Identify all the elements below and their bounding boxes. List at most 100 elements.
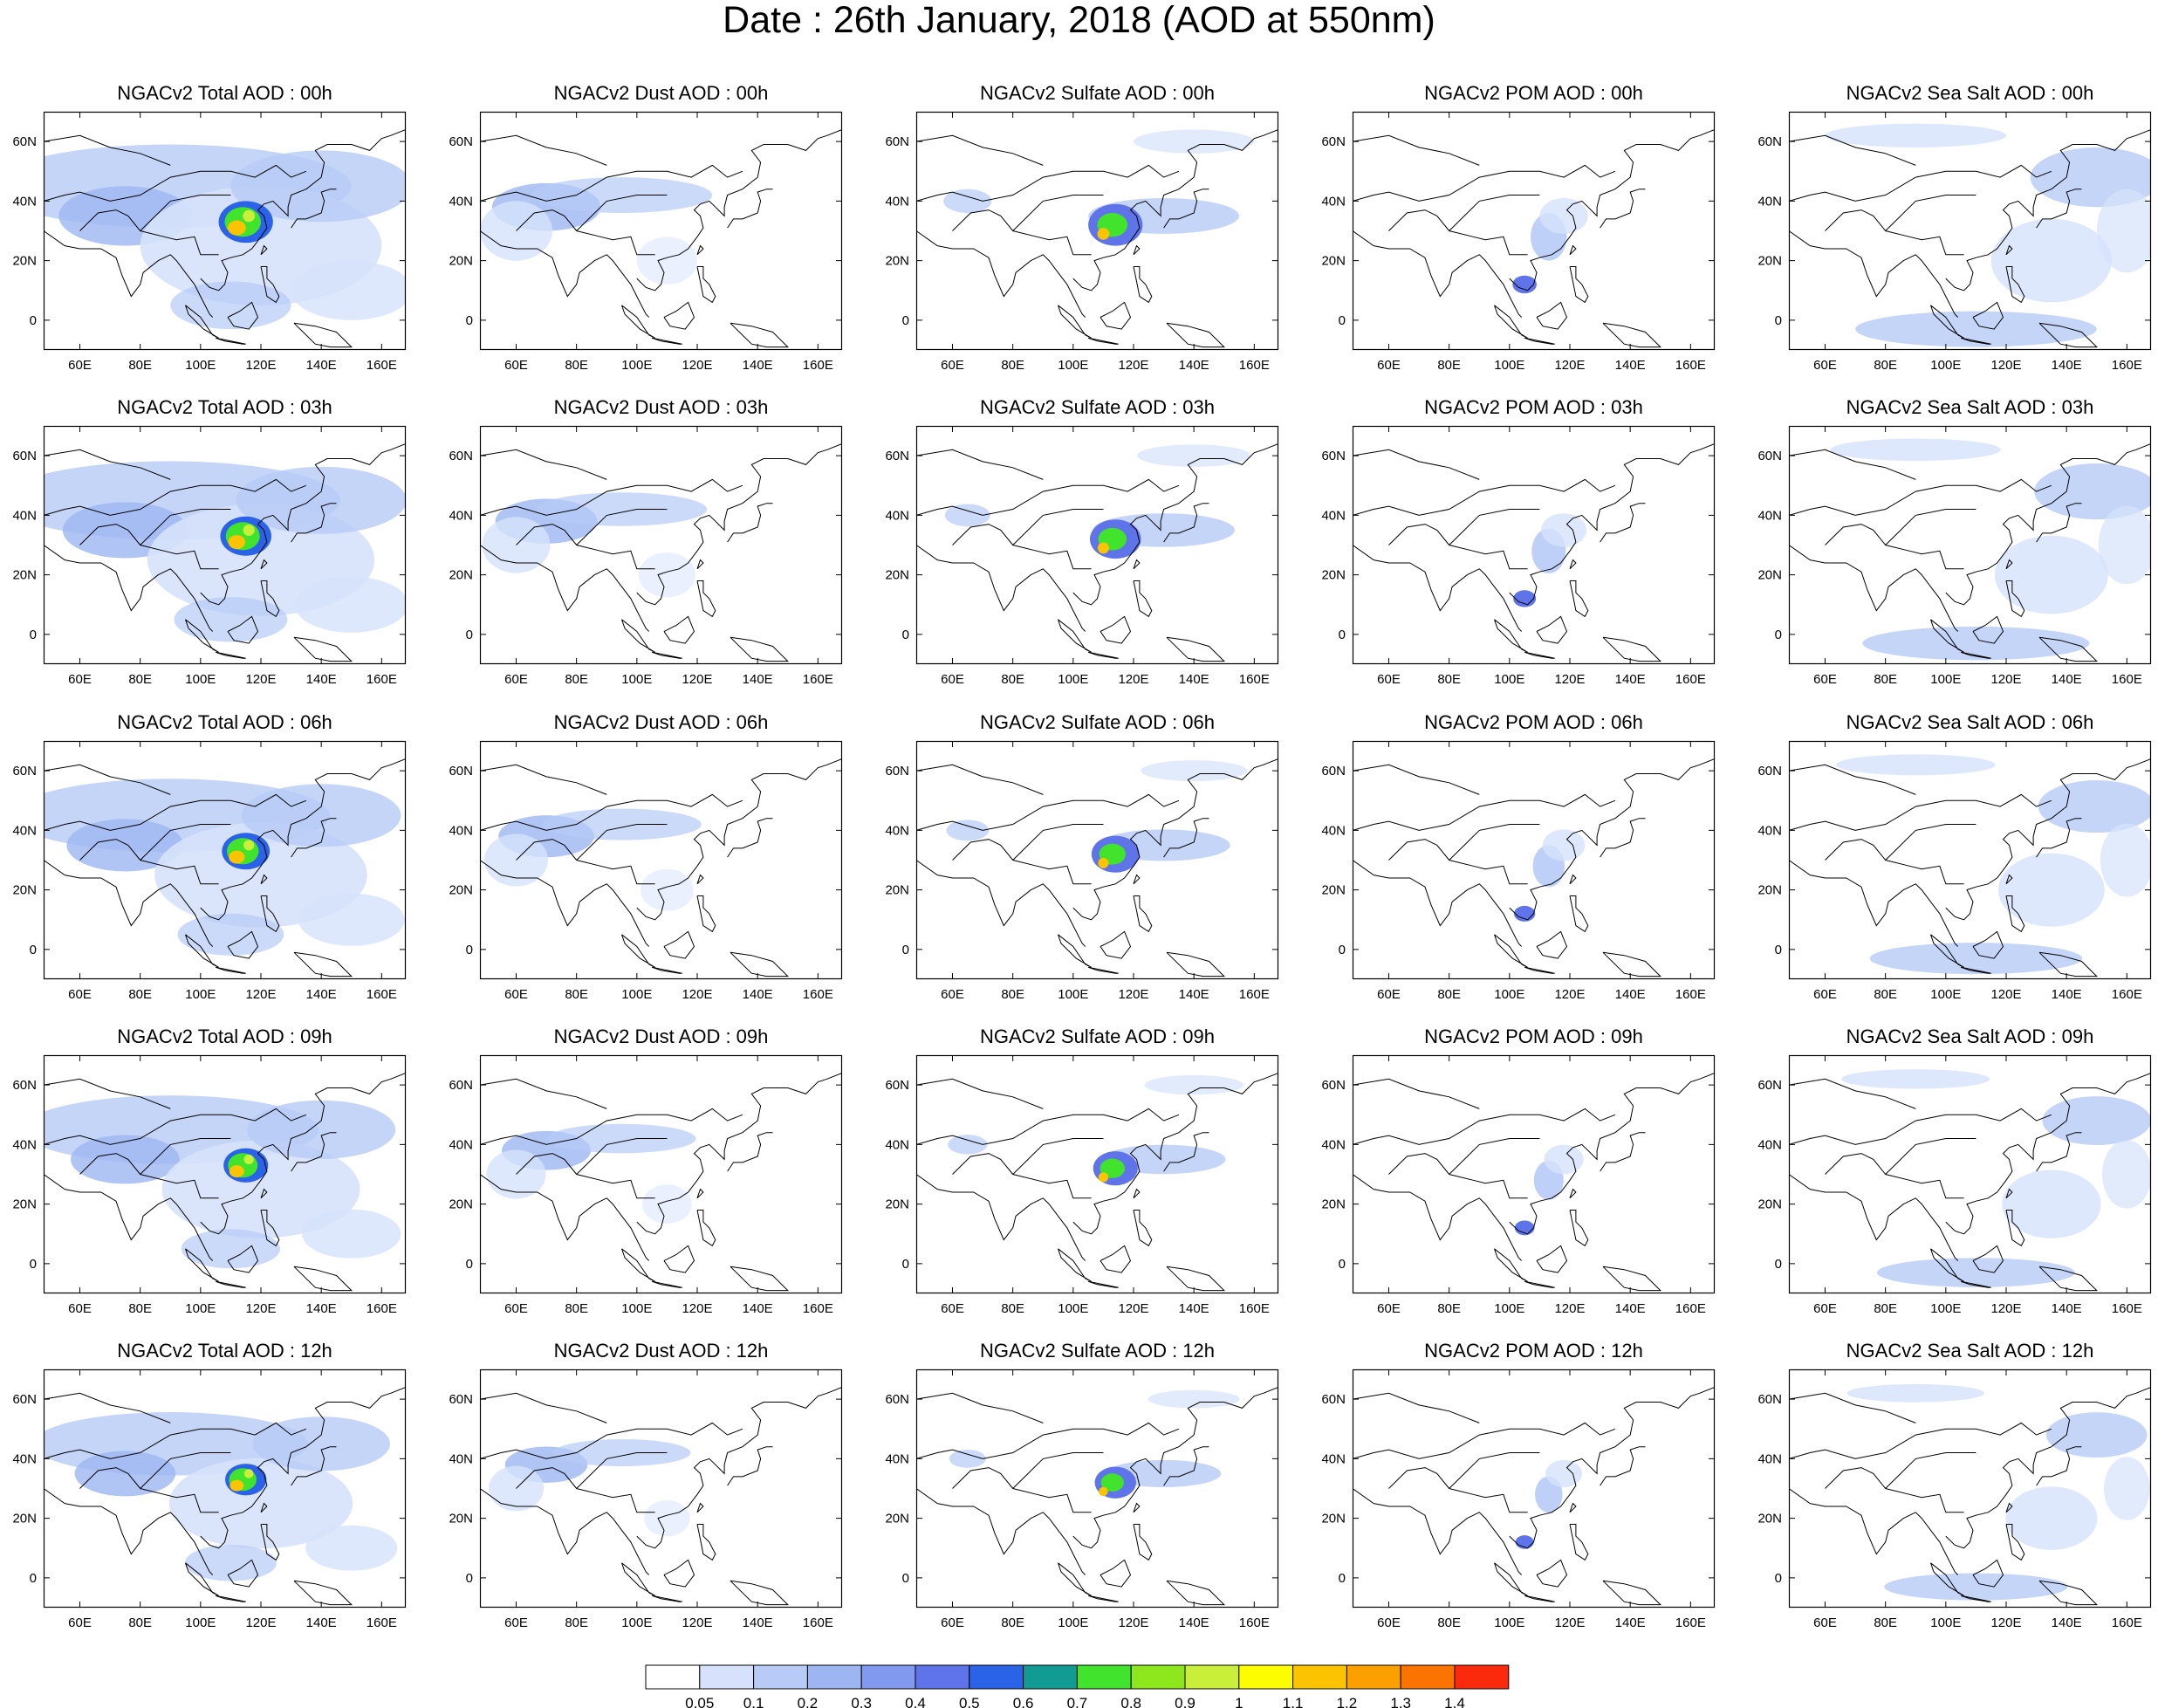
coastline xyxy=(621,619,655,653)
coastline xyxy=(2005,244,2013,256)
y-tick-label: 20N xyxy=(885,568,909,583)
x-tick-label: 60E xyxy=(504,358,528,373)
aod-plume xyxy=(294,576,406,633)
x-tick-label: 140E xyxy=(2052,1615,2082,1630)
x-tick-label: 120E xyxy=(1118,987,1148,1002)
map-frame xyxy=(1352,1368,1716,1609)
coastline xyxy=(696,1188,704,1199)
aod-plume xyxy=(252,1416,391,1471)
colorbar-swatch xyxy=(753,1664,808,1690)
coastline xyxy=(916,230,1086,318)
coastline xyxy=(1449,1138,1540,1175)
x-tick-label: 140E xyxy=(1179,1301,1209,1316)
x-tick-label: 60E xyxy=(504,1301,528,1316)
colorbar-swatch xyxy=(969,1664,1024,1690)
aod-plume xyxy=(1098,1172,1109,1183)
coastline xyxy=(1789,1488,1959,1575)
x-tick-label: 60E xyxy=(504,672,528,687)
aod-plume xyxy=(1513,905,1536,922)
coastline xyxy=(44,230,214,318)
x-tick-label: 160E xyxy=(2112,1301,2142,1316)
x-tick-label: 120E xyxy=(1990,672,2021,687)
coastline xyxy=(663,1559,695,1588)
coastline xyxy=(480,1392,607,1423)
aod-map: 60E 80E 100E 120E 140E 160E 60N 40N 20N 0 xyxy=(1757,1054,2152,1316)
x-tick-label: 160E xyxy=(803,1301,833,1316)
x-tick-label: 100E xyxy=(1494,987,1524,1002)
coastline xyxy=(480,230,650,318)
coastline xyxy=(1353,764,1480,795)
y-tick-label: 20N xyxy=(12,1512,37,1526)
coastline xyxy=(1789,545,1959,632)
aod-plume xyxy=(291,260,406,320)
map-frame xyxy=(1788,425,2152,665)
colorbar-swatch xyxy=(1400,1664,1456,1690)
x-tick-label: 120E xyxy=(245,1615,276,1630)
coastline xyxy=(651,1280,682,1288)
x-tick-label: 60E xyxy=(1813,1615,1837,1630)
coastline xyxy=(1012,1452,1104,1489)
aod-plume xyxy=(227,220,246,236)
x-tick-label: 100E xyxy=(1494,672,1524,687)
coastline xyxy=(1600,189,1646,229)
colorbar-swatch xyxy=(1346,1664,1401,1690)
coastline xyxy=(1012,1138,1104,1175)
panel-title: NGACv2 Sulfate AOD : 06h xyxy=(979,711,1216,733)
aod-plume xyxy=(2034,463,2151,520)
y-tick-label: 60N xyxy=(1757,1078,1782,1093)
coastline xyxy=(663,930,695,959)
map-frame xyxy=(1788,111,2152,351)
coastline xyxy=(1163,1446,1209,1486)
coastline xyxy=(1100,1559,1132,1588)
aod-plume xyxy=(70,1135,180,1184)
x-tick-label: 140E xyxy=(2052,358,2082,373)
coastline xyxy=(1100,930,1132,959)
x-tick-label: 120E xyxy=(682,987,712,1002)
coastline xyxy=(1789,1422,2052,1459)
aod-map: 60E 80E 100E 120E 140E 160E 60N 40N 20N 0 xyxy=(449,425,843,687)
coastline xyxy=(1058,1562,1092,1596)
map-frame xyxy=(479,1054,843,1294)
x-tick-label: 140E xyxy=(306,987,337,1002)
coastline xyxy=(44,1488,214,1575)
x-tick-label: 100E xyxy=(185,672,216,687)
x-tick-label: 120E xyxy=(1118,358,1148,373)
coastline xyxy=(260,895,280,933)
y-tick-label: 20N xyxy=(12,1197,37,1212)
coastline xyxy=(1602,322,1662,348)
x-tick-label: 60E xyxy=(941,358,964,373)
x-tick-label: 60E xyxy=(1377,358,1401,373)
coastline xyxy=(636,129,842,292)
coastline xyxy=(200,443,406,606)
coastline xyxy=(636,1073,842,1235)
coastline xyxy=(260,1210,280,1247)
x-tick-label: 60E xyxy=(941,672,964,687)
y-tick-label: 20N xyxy=(1321,1197,1346,1212)
map-frame xyxy=(479,740,843,980)
coastline xyxy=(260,1188,268,1199)
coastline xyxy=(1012,195,1104,231)
aod-plume xyxy=(229,850,245,864)
colorbar-swatch xyxy=(1076,1664,1132,1690)
y-tick-label: 0 xyxy=(30,313,37,328)
x-tick-label: 120E xyxy=(1118,1301,1148,1316)
coastline xyxy=(663,1245,695,1273)
y-tick-label: 40N xyxy=(885,194,909,209)
coastline xyxy=(576,824,668,861)
aod-plume xyxy=(1134,129,1255,154)
coastline xyxy=(1789,1392,1916,1423)
y-tick-label: 40N xyxy=(12,823,37,838)
aod-plume xyxy=(1835,754,1996,776)
aod-map: 60E 80E 100E 120E 140E 160E 60N 40N 20N 0 xyxy=(1757,111,2152,373)
coastline xyxy=(730,951,790,977)
coastline xyxy=(291,818,337,858)
aod-plume xyxy=(1137,444,1251,467)
coastline xyxy=(79,839,219,885)
coastline xyxy=(1569,1210,1589,1247)
x-tick-label: 80E xyxy=(128,987,152,1002)
aod-map: 60E 80E 100E 120E 140E 160E 60N 40N 20N 0 xyxy=(1321,1368,1716,1630)
y-tick-label: 60N xyxy=(12,764,37,779)
aod-plume xyxy=(1144,1074,1243,1095)
y-tick-label: 20N xyxy=(449,1512,473,1526)
panel-title: NGACv2 Sulfate AOD : 09h xyxy=(979,1025,1216,1047)
